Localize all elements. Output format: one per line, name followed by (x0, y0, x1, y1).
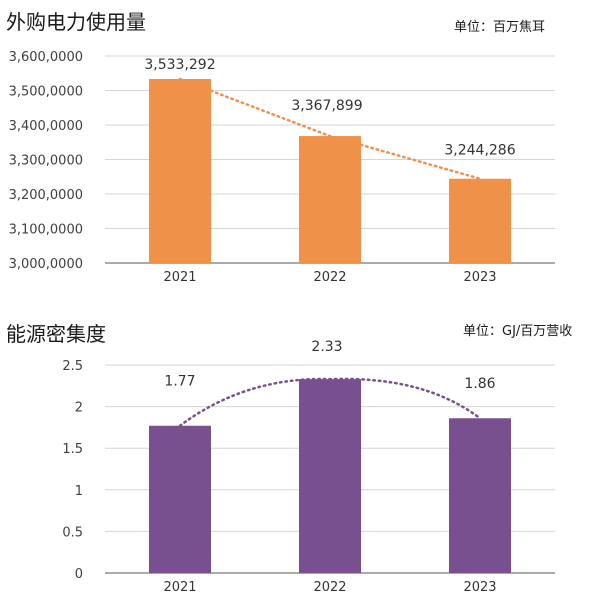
chart2-unit-label: 单位：GJ/百万营收 (463, 324, 573, 339)
chart1-unit-label: 单位：百万焦耳 (454, 20, 546, 35)
chart1-title: 外购电力使用量 (6, 10, 146, 34)
x-tick-label: 2022 (313, 270, 346, 285)
data-label: 2.33 (311, 339, 342, 355)
x-tick-label: 2022 (313, 580, 346, 595)
data-label: 3,367,899 (291, 98, 362, 114)
data-label: 3,533,292 (144, 57, 215, 73)
y-tick-label: 3,300,0000 (9, 154, 83, 169)
bar (299, 379, 361, 573)
x-tick-label: 2021 (163, 580, 196, 595)
chart2-title: 能源密集度 (6, 322, 106, 346)
chart1-plot: 3,000,0000 3,100,0000 3,200,0000 3,300,0000… (9, 50, 555, 285)
y-tick-label: 2 (75, 401, 83, 416)
y-tick-label: 3,100,0000 (9, 223, 83, 238)
data-label: 1.86 (464, 376, 495, 392)
bar (449, 418, 511, 573)
x-tick-label: 2023 (463, 580, 496, 595)
y-tick-label: 3,200,0000 (9, 188, 83, 203)
y-tick-label: 0.5 (62, 525, 83, 540)
trend-line (178, 77, 482, 180)
data-label: 3,244,286 (444, 143, 515, 159)
data-label: 1.77 (164, 374, 195, 390)
x-tick-label: 2021 (163, 270, 196, 285)
y-tick-label: 3,600,0000 (9, 50, 83, 65)
bar (449, 178, 511, 263)
y-tick-label: 1.5 (62, 442, 83, 457)
bar (149, 425, 211, 573)
y-tick-label: 0 (75, 567, 83, 582)
y-tick-label: 3,500,0000 (9, 85, 83, 100)
y-tick-label: 2.5 (62, 359, 83, 374)
bar (299, 136, 361, 263)
trend-line (178, 377, 482, 427)
y-tick-label: 3,400,0000 (9, 119, 83, 134)
bar (149, 79, 211, 264)
y-tick-label: 3,000,0000 (9, 257, 83, 272)
x-tick-label: 2023 (463, 270, 496, 285)
y-tick-label: 1 (75, 484, 83, 499)
